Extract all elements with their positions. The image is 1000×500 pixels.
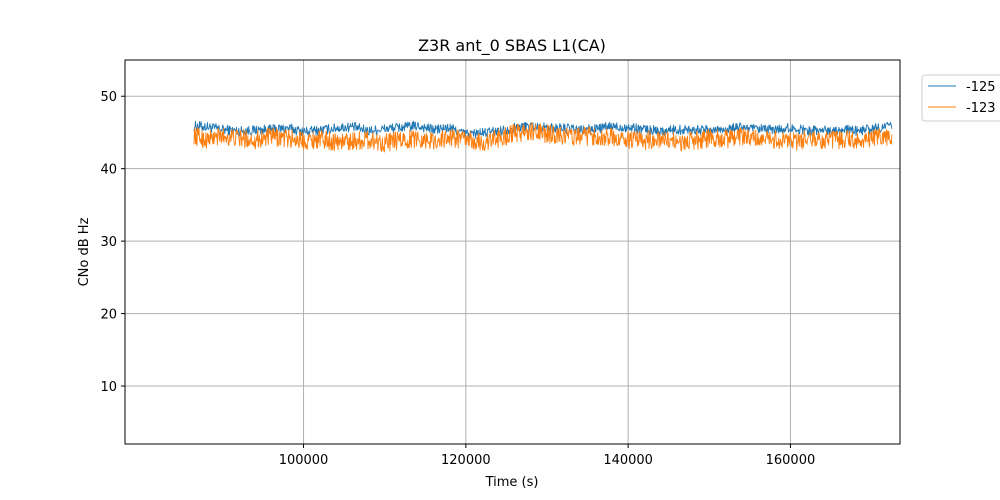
y-tick-label: 20: [100, 308, 117, 323]
x-axis-label: Time (s): [485, 475, 539, 490]
x-tick-label: 160000: [766, 453, 816, 468]
legend: -125 -123: [921, 74, 1000, 122]
series-line: [193, 122, 893, 153]
y-axis-ticks: 10 20 30 40 50: [100, 90, 125, 395]
x-axis-ticks: 100000 120000 140000 160000: [279, 444, 816, 468]
legend-box: [921, 74, 1000, 122]
y-axis-label: CNo dB Hz: [77, 217, 92, 286]
legend-entry-label: -125: [966, 80, 996, 95]
legend-entry-label: -123: [966, 101, 996, 116]
grid: [125, 60, 900, 444]
plot-frame: [124, 59, 901, 445]
y-tick-label: 30: [100, 235, 117, 250]
chart-title: Z3R ant_0 SBAS L1(CA): [418, 36, 606, 56]
x-tick-label: 100000: [279, 453, 329, 468]
x-tick-label: 120000: [441, 453, 491, 468]
y-tick-label: 10: [100, 380, 117, 395]
y-tick-label: 40: [100, 163, 117, 178]
series-layer: [193, 120, 893, 153]
series-line: [193, 120, 893, 139]
y-tick-label: 50: [100, 90, 117, 105]
x-tick-label: 140000: [603, 453, 653, 468]
